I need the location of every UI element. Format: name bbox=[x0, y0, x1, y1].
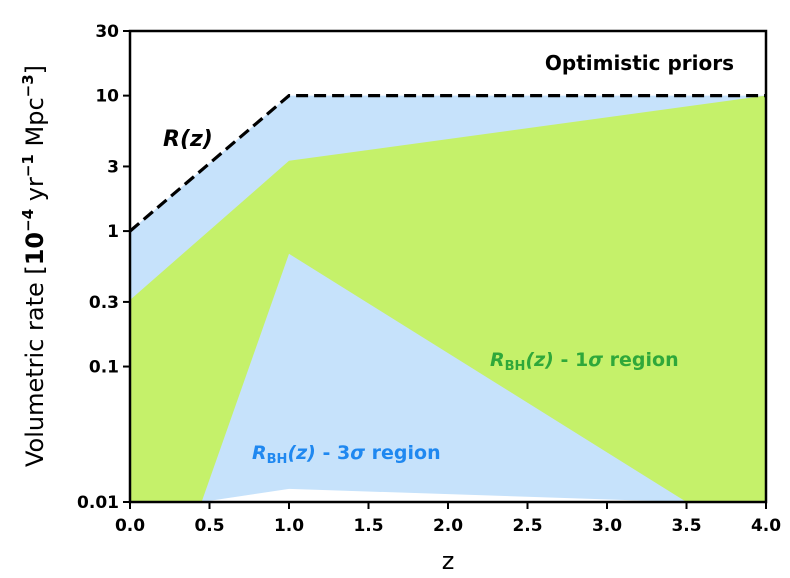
x-axis-ticks: 0.0 0.5 1.0 1.5 2.0 2.5 3.0 3.5 4.0 bbox=[115, 502, 781, 536]
x-axis-label: z bbox=[442, 547, 455, 575]
x-tick-label: 2.5 bbox=[512, 516, 542, 536]
y-tick-label: 10 bbox=[95, 87, 119, 107]
y-tick-label: 30 bbox=[95, 22, 119, 42]
x-tick-label: 3.0 bbox=[592, 516, 622, 536]
y-tick-label: 0.1 bbox=[89, 358, 119, 378]
rz-curve-group bbox=[130, 93, 766, 233]
sigma1-label: RBH(z) - 1σ region bbox=[490, 349, 679, 374]
y-tick-label: 0.3 bbox=[89, 293, 119, 313]
rz-curve bbox=[130, 93, 766, 233]
x-tick-label: 4.0 bbox=[751, 516, 781, 536]
y-axis-label: Volumetric rate [10−4 yr−1 Mpc−3] bbox=[19, 65, 49, 467]
sigma3-label: RBH(z) - 3σ region bbox=[252, 442, 441, 467]
x-tick-label: 0.0 bbox=[115, 516, 145, 536]
x-tick-label: 0.5 bbox=[194, 516, 224, 536]
corner-annotation: Optimistic priors bbox=[545, 51, 734, 75]
y-tick-label: 0.01 bbox=[77, 493, 119, 513]
x-tick-label: 3.5 bbox=[671, 516, 701, 536]
region-fill bbox=[130, 95, 766, 502]
x-tick-label: 2.0 bbox=[433, 516, 463, 536]
x-tick-label: 1.0 bbox=[274, 516, 304, 536]
region-fills bbox=[130, 95, 766, 502]
y-tick-label: 1 bbox=[107, 222, 119, 242]
x-tick-label: 1.5 bbox=[353, 516, 383, 536]
rz-label: R(z) bbox=[163, 127, 213, 152]
y-tick-label: 3 bbox=[107, 157, 119, 177]
y-axis-ticks: 0.01 0.1 0.3 1 3 10 30 bbox=[77, 22, 130, 513]
